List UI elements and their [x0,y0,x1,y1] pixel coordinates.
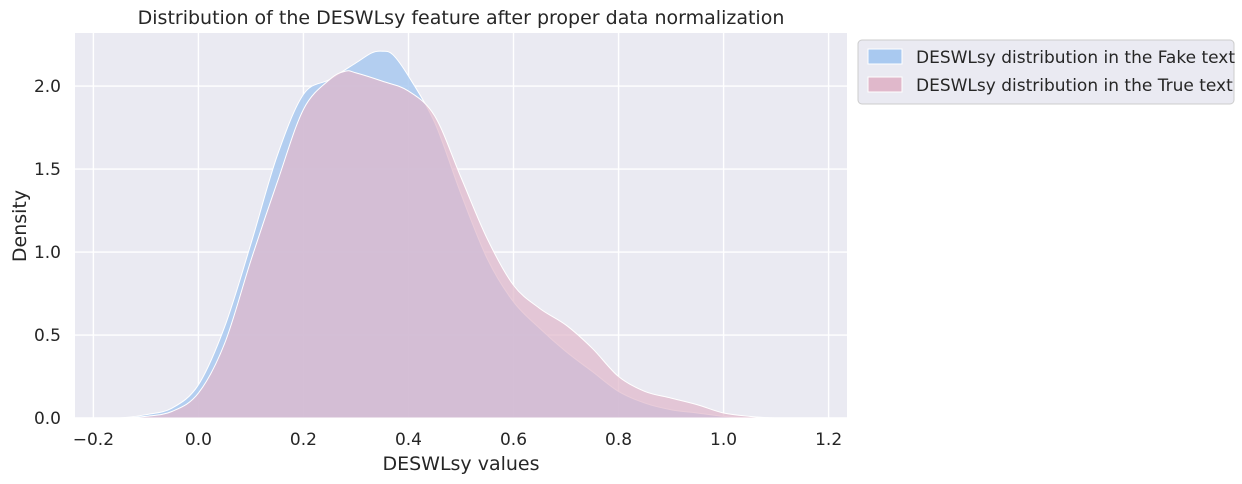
y-tick-label: 2.0 [34,77,61,97]
x-tick-label: 0.2 [290,430,317,450]
legend-label-fake: DESWLsy distribution in the Fake text [916,48,1235,68]
x-axis-label: DESWLsy values [382,453,539,475]
legend-swatch-true [867,76,903,93]
y-tick-label: 0.0 [34,409,61,429]
density-areas [93,50,803,419]
x-tick-label: 1.0 [710,430,737,450]
y-tick-label: 1.5 [34,160,61,180]
x-tick-label: 1.2 [815,430,842,450]
density-area-true [93,70,803,419]
x-tick-label: 0.4 [395,430,422,450]
legend-swatch-fake [867,48,903,65]
y-tick-label: 1.0 [34,243,61,263]
x-tick-label: 0.8 [605,430,632,450]
y-tick-label: 0.5 [34,326,61,346]
y-tick-labels: 0.0 0.5 1.0 1.5 2.0 [34,77,61,429]
legend-frame [857,39,1235,105]
chart-title: Distribution of the DESWLsy feature afte… [138,7,785,29]
x-tick-label: 0.6 [500,430,527,450]
x-tick-label: −0.2 [73,430,114,450]
x-tick-label: 0.0 [185,430,212,450]
legend-label-true: DESWLsy distribution in the True text [916,76,1233,96]
legend: DESWLsy distribution in the Fake text DE… [857,39,1235,105]
y-axis-label: Density [9,190,31,262]
x-tick-labels: −0.2 0.0 0.2 0.4 0.6 0.8 1.0 1.2 [73,430,842,450]
